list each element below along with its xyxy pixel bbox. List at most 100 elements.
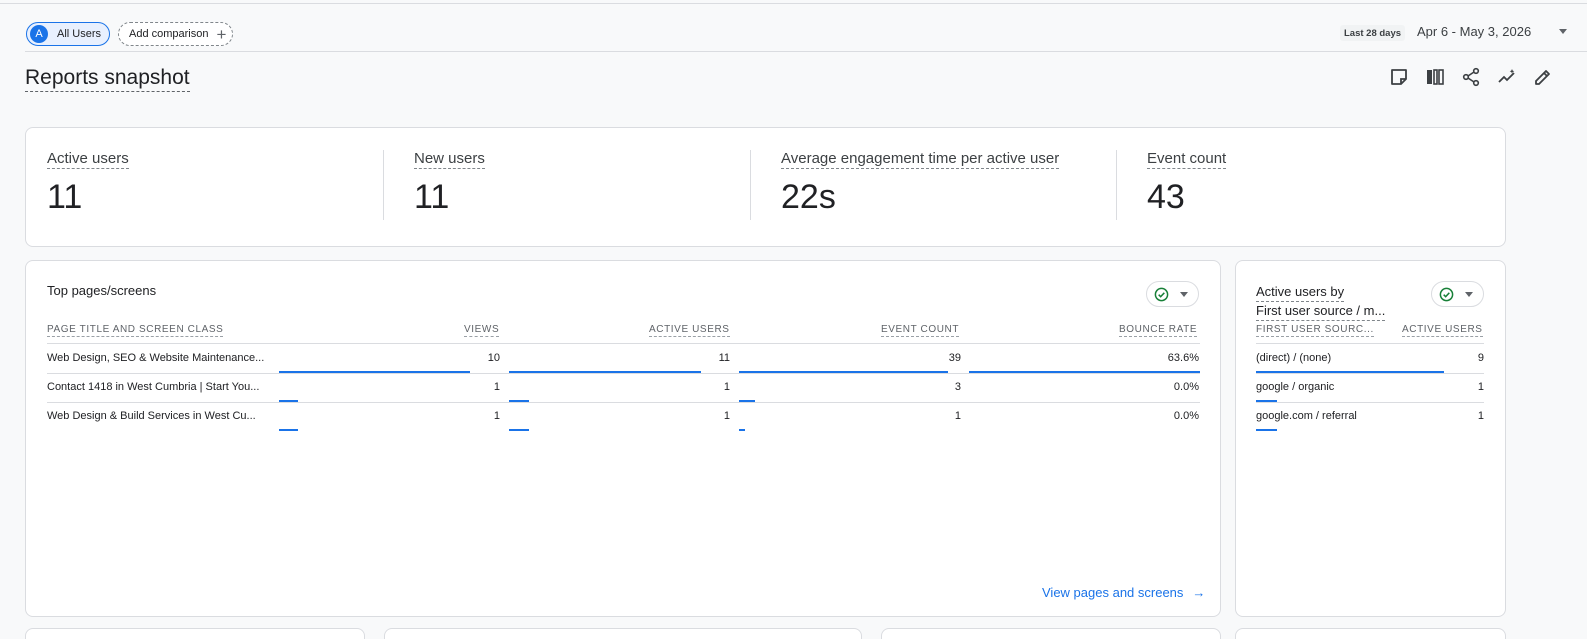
- metric-active-users[interactable]: Active users 11: [47, 150, 129, 217]
- bounce-rate-cell: 0.0%: [1173, 381, 1199, 393]
- page-title-cell[interactable]: Contact 1418 in West Cumbria | Start You…: [47, 381, 260, 393]
- metric-new-users[interactable]: New users 11: [414, 150, 485, 217]
- top-pages-title: Top pages/screens: [47, 283, 157, 298]
- metric-avg-engagement[interactable]: Average engagement time per active user …: [781, 150, 1060, 217]
- active-users-bar: [1256, 429, 1277, 431]
- metric-label: Event count: [1147, 150, 1227, 169]
- header-divider: [47, 343, 1200, 344]
- add-comparison-button[interactable]: Add comparison +: [118, 22, 233, 46]
- source-card-title-line2: First user source / m...: [1256, 302, 1386, 321]
- active-users-cell: 1: [1477, 381, 1484, 393]
- check-circle-icon: [1154, 287, 1169, 301]
- event-count-cell: 1: [954, 410, 961, 422]
- event-count-bar: [739, 429, 745, 431]
- all-users-chip[interactable]: A All Users: [26, 22, 110, 46]
- row-divider: [1256, 402, 1484, 403]
- page-title-cell[interactable]: Web Design & Build Services in West Cu..…: [47, 410, 256, 422]
- metric-divider: [1116, 150, 1117, 220]
- data-quality-button[interactable]: [1146, 281, 1199, 307]
- date-range-picker[interactable]: Apr 6 - May 3, 2026: [1417, 24, 1532, 39]
- toolbar-divider: [25, 51, 1587, 52]
- edit-icon[interactable]: [1532, 66, 1554, 88]
- data-quality-button[interactable]: [1431, 281, 1484, 307]
- plus-icon: +: [216, 24, 227, 44]
- metric-value: 22s: [781, 178, 836, 216]
- metric-label: Active users: [47, 150, 129, 169]
- active-users-cell: 1: [723, 381, 730, 393]
- date-range-badge: Last 28 days: [1340, 25, 1406, 41]
- event-count-bar: [739, 400, 755, 402]
- page-title-cell[interactable]: Web Design, SEO & Website Maintenance...: [47, 352, 265, 364]
- views-bar: [279, 400, 298, 402]
- source-cell[interactable]: google / organic: [1256, 381, 1335, 393]
- active-users-cell: 1: [1477, 410, 1484, 422]
- bounce-rate-cell: 0.0%: [1173, 410, 1199, 422]
- column-header-active-users[interactable]: ACTIVE USERS: [1402, 324, 1483, 337]
- add-comparison-label: Add comparison: [129, 28, 209, 40]
- column-header-page-title[interactable]: PAGE TITLE AND SCREEN CLASS: [47, 324, 224, 337]
- segment-avatar: A: [30, 25, 48, 43]
- active-users-by-source-card: [1235, 260, 1506, 617]
- column-header-bounce-rate[interactable]: BOUNCE RATE: [1119, 324, 1198, 337]
- metric-label: New users: [414, 150, 485, 169]
- check-circle-icon: [1439, 287, 1454, 301]
- compare-icon[interactable]: [1424, 66, 1446, 88]
- bounce-rate-bar: [969, 371, 1200, 373]
- active-users-cell: 1: [723, 410, 730, 422]
- row-divider: [47, 402, 1200, 403]
- views-cell: 1: [493, 381, 500, 393]
- view-link-label: View pages and screens: [1042, 585, 1184, 600]
- event-count-cell: 3: [954, 381, 961, 393]
- active-users-bar: [509, 429, 529, 431]
- active-users-bar: [509, 371, 701, 373]
- share-icon[interactable]: [1460, 66, 1482, 88]
- next-card-stub: [25, 628, 365, 639]
- views-cell: 10: [487, 352, 500, 364]
- next-card-stub: [881, 628, 1221, 639]
- metric-event-count[interactable]: Event count 43: [1147, 150, 1227, 217]
- arrow-right-icon: →: [1192, 585, 1206, 600]
- event-count-bar: [739, 371, 948, 373]
- row-divider: [1256, 373, 1484, 374]
- active-users-cell: 9: [1477, 352, 1484, 364]
- summary-scorecard: Active users 11 New users 11 Average eng…: [25, 127, 1506, 247]
- next-card-stub: [384, 628, 862, 639]
- metric-label: Average engagement time per active user: [781, 150, 1060, 169]
- metric-divider: [383, 150, 384, 220]
- source-cell[interactable]: (direct) / (none): [1256, 352, 1332, 364]
- insights-icon[interactable]: [1496, 66, 1518, 88]
- source-card-title-line1: Active users by: [1256, 283, 1345, 302]
- metric-value: 43: [1147, 178, 1185, 216]
- chevron-down-icon[interactable]: [1559, 29, 1567, 34]
- top-border: [0, 3, 1587, 4]
- source-cell[interactable]: google.com / referral: [1256, 410, 1357, 422]
- chevron-down-icon: [1465, 291, 1473, 297]
- views-bar: [279, 429, 298, 431]
- source-card-title[interactable]: Active users by First user source / m...: [1256, 283, 1386, 321]
- all-users-label: All Users: [57, 28, 102, 40]
- views-bar: [279, 371, 470, 373]
- column-header-event-count[interactable]: EVENT COUNT: [881, 324, 960, 337]
- metric-value: 11: [414, 178, 450, 216]
- views-cell: 1: [493, 410, 500, 422]
- row-divider: [47, 373, 1200, 374]
- column-header-active-users[interactable]: ACTIVE USERS: [649, 324, 730, 337]
- bounce-rate-cell: 63.6%: [1167, 352, 1199, 364]
- active-users-bar: [1256, 400, 1277, 402]
- report-actions: [1388, 66, 1554, 88]
- metric-value: 11: [47, 178, 83, 216]
- column-header-first-user-source[interactable]: FIRST USER SOURC...: [1256, 324, 1374, 337]
- top-pages-card: [25, 260, 1221, 617]
- active-users-bar: [1256, 371, 1444, 373]
- view-pages-and-screens-link[interactable]: View pages and screens →: [1042, 585, 1205, 600]
- customize-report-icon[interactable]: [1388, 66, 1410, 88]
- header-divider: [1256, 343, 1484, 344]
- column-header-views[interactable]: VIEWS: [464, 324, 500, 337]
- metric-divider: [750, 150, 751, 220]
- active-users-cell: 11: [718, 352, 730, 364]
- page-title[interactable]: Reports snapshot: [25, 66, 190, 92]
- chevron-down-icon: [1180, 291, 1188, 297]
- active-users-bar: [509, 400, 529, 402]
- event-count-cell: 39: [948, 352, 961, 364]
- next-card-stub: [1235, 628, 1506, 639]
